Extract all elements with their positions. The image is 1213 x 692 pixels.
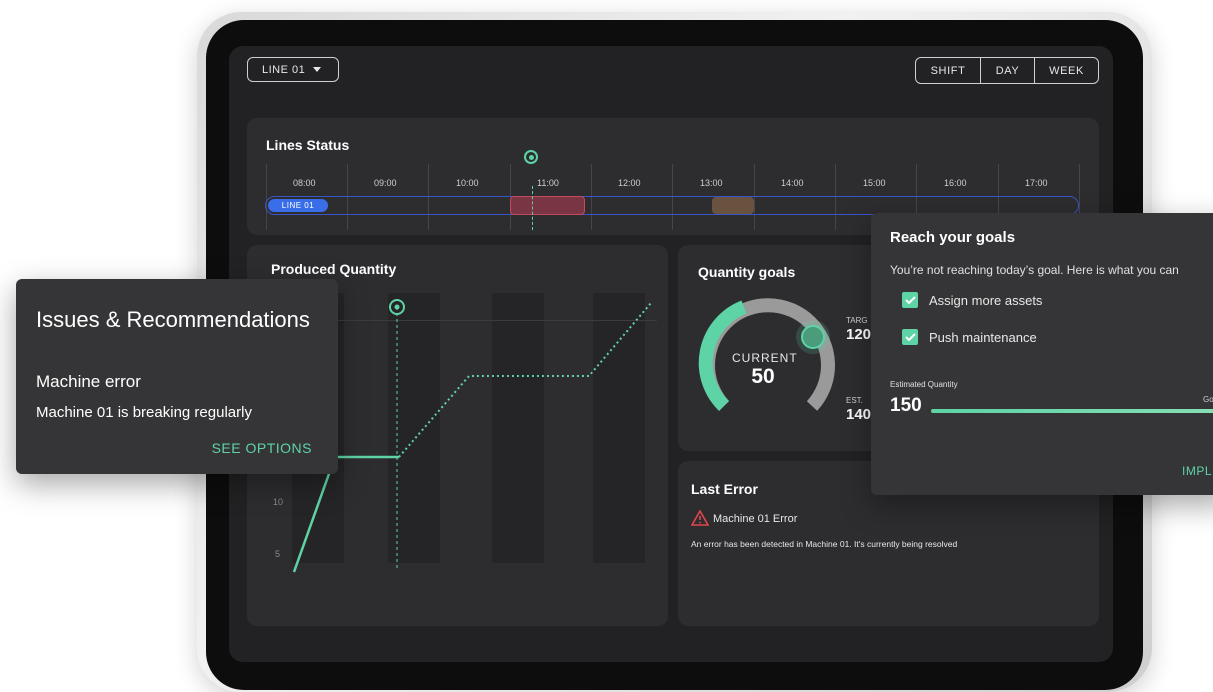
current-time-icon [524, 150, 538, 164]
see-options-button[interactable]: SEE OPTIONS [211, 440, 312, 456]
issues-detail: Machine 01 is breaking regularly [36, 404, 252, 421]
line-select-label: LINE 01 [262, 63, 306, 76]
lines-status-title: Lines Status [266, 137, 350, 153]
target-label: TARG [846, 316, 868, 325]
hour-label: 09:00 [374, 178, 397, 188]
chart-gridline [287, 320, 657, 321]
gauge-fill [698, 300, 747, 412]
current-value: 50 [751, 365, 775, 388]
estimated-quantity-label: Estimated Quantity [890, 380, 958, 389]
produced-forecast-line [398, 302, 652, 458]
period-option-day[interactable]: DAY [981, 58, 1035, 83]
implement-button[interactable]: IMPLE [1182, 464, 1213, 478]
last-error-title: Last Error [691, 481, 758, 497]
line-select-dropdown[interactable]: LINE 01 [247, 57, 339, 82]
quantity-gauge [698, 298, 835, 412]
hour-label: 14:00 [781, 178, 804, 188]
hour-label: 12:00 [618, 178, 641, 188]
hour-divider [347, 164, 348, 230]
hour-divider [428, 164, 429, 230]
option-assign-assets[interactable]: Assign more assets [902, 292, 1042, 308]
estimated-quantity-bar [931, 409, 1213, 413]
issues-recommendations-panel: Issues & Recommendations Machine error M… [16, 279, 338, 474]
quantity-goals-title: Quantity goals [698, 264, 796, 280]
gauge-target-marker [801, 325, 825, 349]
warning-event-block[interactable] [712, 197, 754, 214]
chevron-down-icon [313, 67, 322, 72]
hour-label: 17:00 [1025, 178, 1048, 188]
hour-label: 15:00 [863, 178, 886, 188]
y-tick-label: 5 [275, 549, 281, 559]
hour-label: 13:00 [700, 178, 723, 188]
estimated-quantity-value: 150 [890, 395, 922, 416]
hour-divider [754, 164, 755, 230]
current-time-icon [389, 299, 405, 315]
line-badge: LINE 01 [268, 199, 328, 212]
reach-goals-panel: Reach your goals You’re not reaching tod… [871, 213, 1213, 495]
warning-icon [691, 510, 709, 526]
issues-subtitle: Machine error [36, 372, 141, 391]
period-option-week[interactable]: WEEK [1049, 64, 1084, 77]
estimated-label: EST. [846, 396, 863, 405]
period-option-shift[interactable]: SHIFT [916, 58, 981, 83]
target-value: 120 [846, 326, 872, 343]
hour-divider [591, 164, 592, 230]
checkbox-checked[interactable] [902, 292, 918, 308]
period-switcher: SHIFT DAY WEEK [915, 57, 1099, 84]
reach-goals-message: You’re not reaching today’s goal. Here i… [890, 263, 1179, 277]
option-push-maintenance[interactable]: Push maintenance [902, 329, 1037, 345]
produced-actual-line [292, 455, 399, 573]
line-timeline-track[interactable] [265, 196, 1079, 215]
current-time-marker [532, 186, 533, 230]
check-icon [904, 295, 916, 304]
chart-column [593, 293, 645, 563]
issues-title: Issues & Recommendations [36, 307, 310, 332]
hour-divider [266, 164, 267, 230]
goal-label: Go [1203, 395, 1213, 404]
check-icon [904, 332, 916, 341]
hour-divider [916, 164, 917, 230]
hour-label: 16:00 [944, 178, 967, 188]
hour-divider [672, 164, 673, 230]
estimated-value: 140 [846, 406, 872, 423]
checkbox-checked[interactable] [902, 329, 918, 345]
hour-divider [1079, 164, 1080, 230]
hour-divider [835, 164, 836, 230]
reach-goals-title: Reach your goals [890, 229, 1016, 246]
option-label: Assign more assets [929, 292, 1043, 308]
produced-quantity-title: Produced Quantity [271, 261, 397, 277]
chart-column [492, 293, 544, 563]
hour-label: 08:00 [293, 178, 316, 188]
hour-label: 10:00 [456, 178, 479, 188]
current-label: CURRENT [732, 351, 798, 365]
lines-status-card: Lines Status 08:00 09:00 10:00 11:00 12:… [247, 118, 1099, 235]
error-name: Machine 01 Error [713, 513, 798, 525]
hour-label: 11:00 [537, 178, 559, 188]
y-tick-label: 10 [273, 497, 284, 507]
error-description: An error has been detected in Machine 01… [691, 539, 958, 549]
hour-divider [998, 164, 999, 230]
option-label: Push maintenance [929, 329, 1037, 345]
error-event-block[interactable] [510, 196, 585, 215]
